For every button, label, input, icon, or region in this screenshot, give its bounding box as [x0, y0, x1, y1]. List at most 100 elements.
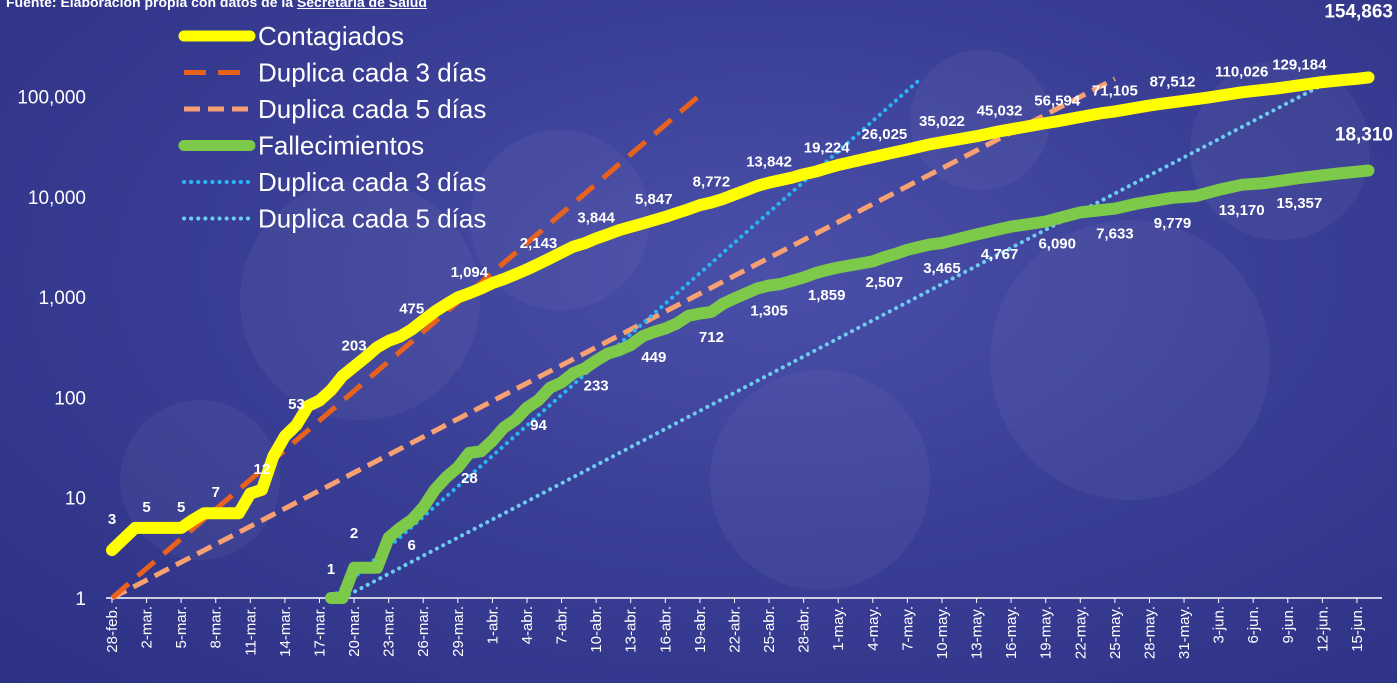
- data-label: 3,465: [923, 260, 961, 277]
- series-lines: [106, 71, 1375, 604]
- x-tick-label: 17-mar.: [311, 606, 328, 657]
- data-label: 45,032: [977, 102, 1023, 119]
- legend-label: Duplica cada 5 días: [258, 204, 486, 234]
- bg-blob-5: [120, 400, 280, 560]
- data-label: 13,170: [1219, 202, 1265, 219]
- data-labels: 35 5712532034751,0942,1433,8445,8478,7721…: [108, 1, 1393, 578]
- x-tick-label: 8-mar.: [208, 606, 225, 649]
- y-tick-label: 10: [65, 489, 86, 510]
- data-label: 5: [142, 499, 150, 516]
- x-tick-label: 10-may.: [934, 606, 951, 659]
- x-tick-label: 13-abr.: [623, 606, 640, 653]
- data-label: 1,859: [808, 287, 846, 304]
- virus-background: [120, 50, 1370, 590]
- data-label: 35,022: [919, 113, 965, 130]
- bg-blob-0: [240, 180, 480, 420]
- source-prefix: Fuente: Elaboración propia con datos de …: [6, 0, 297, 10]
- x-tick-label: 23-mar.: [381, 606, 398, 657]
- x-tick-label: 4-abr.: [519, 606, 536, 644]
- data-label: 1,305: [750, 303, 788, 320]
- data-label: 6,090: [1038, 235, 1076, 252]
- data-label: 9,779: [1154, 215, 1192, 232]
- legend-label: Fallecimientos: [258, 131, 424, 161]
- data-label: 26,025: [861, 126, 907, 143]
- x-tick-label: 29-mar.: [450, 606, 467, 657]
- y-tick-label: 100,000: [17, 88, 86, 109]
- x-tick-label: 16-may.: [1003, 606, 1020, 659]
- x-tick-label: 4-may.: [865, 606, 882, 651]
- x-tick-label: 11-mar.: [242, 606, 259, 656]
- data-label: 4,767: [981, 246, 1019, 263]
- data-label: 203: [342, 338, 367, 355]
- data-label: 56,594: [1034, 92, 1081, 109]
- source-link[interactable]: Secretaría de Salud: [296, 0, 427, 10]
- data-label: 1,094: [451, 264, 489, 281]
- bg-blob-4: [710, 370, 930, 590]
- data-label: 2: [350, 525, 358, 542]
- data-label: 1: [327, 561, 335, 578]
- data-label: 154,863: [1324, 1, 1393, 22]
- data-label: 15,357: [1276, 195, 1322, 212]
- data-label: 87,512: [1150, 73, 1196, 90]
- x-tick-label: 13-may.: [969, 606, 986, 659]
- x-tick-label: 25-abr.: [761, 606, 778, 653]
- series-line-3: [325, 164, 1375, 604]
- x-tick-label: 22-may.: [1072, 606, 1089, 659]
- data-label: 71,105: [1092, 82, 1138, 99]
- data-label: 233: [584, 378, 609, 395]
- data-label: 5,847: [635, 191, 673, 208]
- source-note: Fuente: Elaboración propia con datos de …: [6, 0, 427, 10]
- data-label: 7,633: [1096, 226, 1134, 243]
- legend-label: Duplica cada 3 días: [258, 58, 486, 88]
- x-tick-label: 10-abr.: [588, 606, 605, 653]
- x-tick-label: 1-abr.: [484, 606, 501, 644]
- data-label: 475: [399, 301, 424, 318]
- x-tick-label: 16-abr.: [657, 606, 674, 653]
- data-label: 129,184: [1272, 56, 1327, 73]
- x-tick-label: 7-abr.: [554, 606, 571, 644]
- y-tick-label: 100: [54, 388, 86, 409]
- x-tick-label: 28-feb.: [104, 606, 121, 653]
- data-label: 28: [461, 470, 478, 487]
- data-label: 110,026: [1215, 63, 1268, 80]
- x-tick-label: 3-jun.: [1211, 606, 1228, 644]
- data-label: 6: [408, 537, 416, 554]
- legend-label: Duplica cada 3 días: [258, 167, 486, 197]
- x-tick-label: 20-mar.: [346, 606, 363, 657]
- data-label: 18,310: [1335, 124, 1393, 145]
- data-label: 53: [288, 396, 305, 413]
- y-tick-label: 1: [75, 589, 86, 610]
- bg-blob-2: [990, 220, 1270, 500]
- data-label: 12: [254, 461, 271, 478]
- x-tick-label: 28-abr.: [796, 606, 813, 653]
- x-tick-label: 2-mar.: [139, 606, 156, 649]
- x-tick-label: 7-may.: [899, 606, 916, 651]
- legend-label: Duplica cada 5 días: [258, 94, 486, 124]
- x-tick-label: 26-mar.: [415, 606, 432, 657]
- data-label: 3,844: [577, 209, 615, 226]
- series-line-1: [110, 93, 702, 600]
- bg-blob-6: [910, 50, 1050, 190]
- x-tick-label: 6-jun.: [1245, 606, 1262, 644]
- x-tick-label: 14-mar.: [277, 606, 294, 657]
- x-tick-label: 31-may.: [1176, 606, 1193, 659]
- data-label: 7: [212, 484, 220, 501]
- x-tick-label: 15-jun.: [1349, 606, 1366, 652]
- x-tick-label: 19-may.: [1038, 606, 1055, 659]
- bg-blob-3: [1190, 60, 1370, 240]
- series-line-0: [106, 71, 1375, 557]
- data-label: 19,224: [804, 139, 851, 156]
- x-tick-label: 19-abr.: [692, 606, 709, 653]
- x-tick-label: 12-jun.: [1314, 606, 1331, 652]
- data-label: 2,507: [866, 274, 904, 291]
- x-tick-label: 1-may.: [830, 606, 847, 651]
- series-line-2: [110, 76, 1117, 601]
- x-tick-label: 5-mar.: [173, 606, 190, 649]
- legend: Contagiados Duplica cada 3 días Duplica ca…: [178, 21, 486, 234]
- data-label: 5: [177, 499, 185, 516]
- series-line-5: [340, 76, 1336, 600]
- y-tick-label: 10,000: [28, 188, 86, 209]
- data-label: 3: [108, 511, 116, 528]
- legend-label: Contagiados: [258, 21, 404, 51]
